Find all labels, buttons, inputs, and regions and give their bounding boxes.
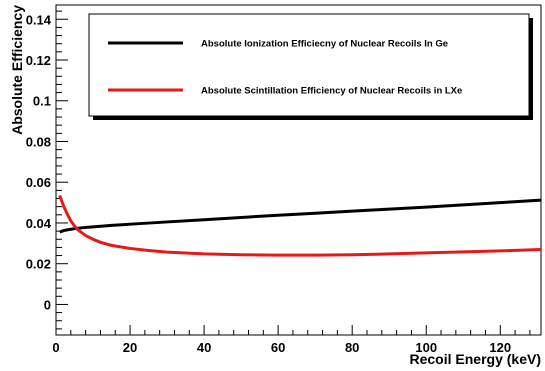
y-tick-label: 0.1 [33, 94, 51, 109]
series-layer [58, 194, 542, 257]
axis-ticks [55, 10, 531, 335]
y-tick-label: 0 [44, 297, 51, 312]
series-line-lxe-scintillation [58, 194, 542, 257]
y-tick-label: 0.02 [26, 257, 51, 272]
x-tick-label: 20 [123, 340, 137, 355]
x-tick-label: 80 [345, 340, 359, 355]
legend-label-lxe: Absolute Scintillation Efficiency of Nuc… [201, 86, 462, 97]
y-axis-title: Absolute Efficiency [9, 5, 25, 135]
x-tick-label: 100 [415, 340, 437, 355]
x-tick-label: 60 [271, 340, 285, 355]
x-tick-label: 0 [52, 340, 59, 355]
x-tick-label: 40 [197, 340, 211, 355]
x-axis-title: Recoil Energy (keV) [410, 351, 542, 367]
series-line-ge-ionization [59, 198, 542, 234]
legend-label-ge: Absolute Ionization Efficiecny of Nuclea… [201, 39, 448, 50]
legend: Absolute Ionization Efficiecny of Nuclea… [88, 13, 533, 120]
y-tick-label: 0.04 [26, 216, 52, 231]
legend-box [88, 13, 530, 117]
x-tick-label: 120 [489, 340, 511, 355]
y-tick-label: 0.06 [26, 175, 51, 190]
y-tick-label: 0.14 [26, 12, 52, 27]
tick-labels: 0 20 40 60 80 100 120 0 0.02 0.04 0.06 0.08 0.1 0.12 0… [26, 12, 511, 355]
y-tick-label: 0.08 [26, 134, 51, 149]
y-tick-label: 0.12 [26, 53, 51, 68]
